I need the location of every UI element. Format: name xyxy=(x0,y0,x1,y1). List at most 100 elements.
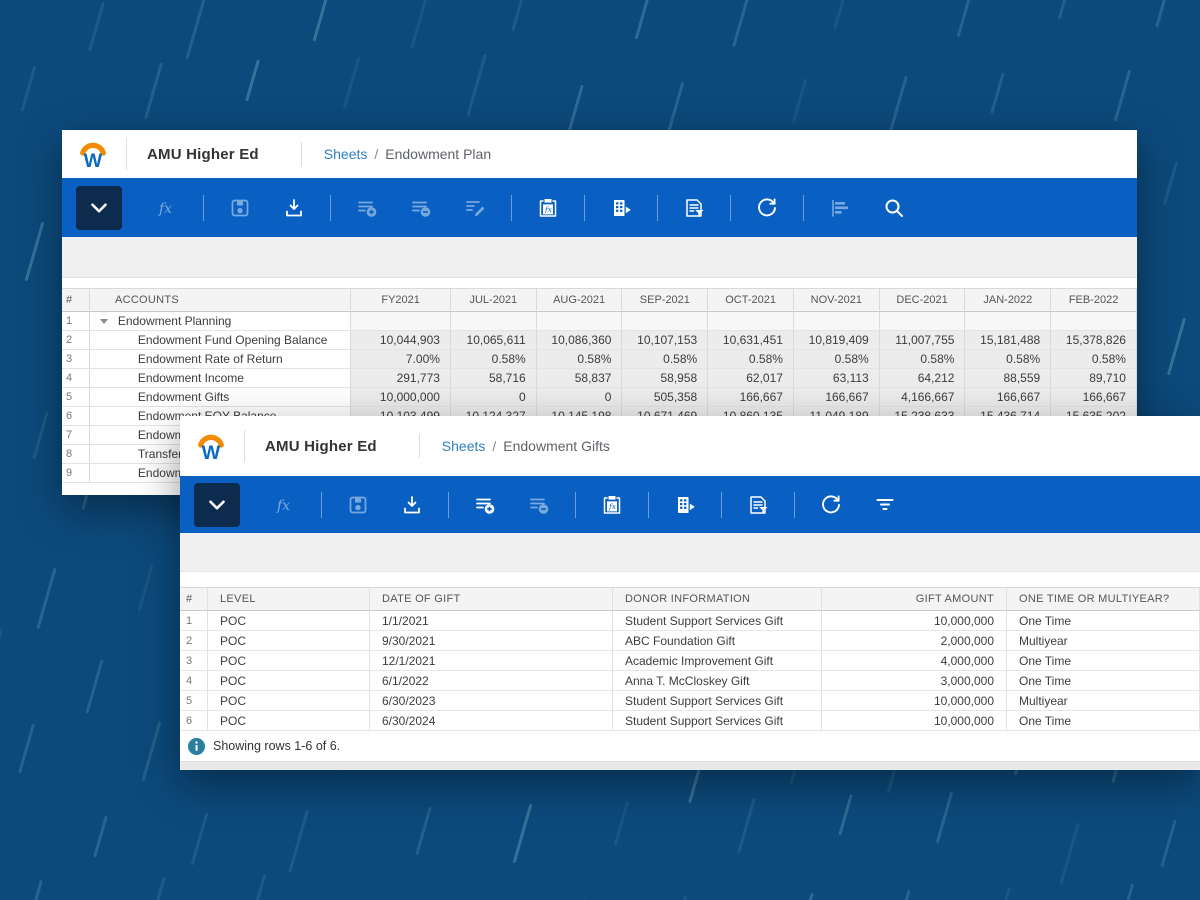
download-icon[interactable] xyxy=(400,493,424,517)
value-cell[interactable]: 6/30/2023 xyxy=(370,691,613,711)
value-cell[interactable]: 0.58% xyxy=(536,350,623,369)
value-cell[interactable]: 0.58% xyxy=(708,350,794,369)
value-cell[interactable] xyxy=(793,312,880,331)
value-cell[interactable]: 166,667 xyxy=(965,388,1052,407)
background-stroke xyxy=(1160,819,1177,868)
value-cell[interactable]: 10,086,360 xyxy=(536,331,623,350)
value-cell[interactable]: One Time xyxy=(1007,611,1200,631)
sheet-filter-icon[interactable] xyxy=(682,196,706,220)
value-cell[interactable]: 4,166,667 xyxy=(879,388,966,407)
add-row-icon[interactable] xyxy=(473,493,497,517)
clipboard-formula-icon[interactable]: fx xyxy=(600,493,624,517)
value-cell[interactable]: POC xyxy=(208,631,370,651)
value-cell[interactable] xyxy=(965,312,1052,331)
value-cell[interactable]: 6/1/2022 xyxy=(370,671,613,691)
value-cell[interactable]: 63,113 xyxy=(793,369,880,388)
value-cell[interactable]: 58,958 xyxy=(622,369,709,388)
value-cell[interactable] xyxy=(536,312,623,331)
value-cell[interactable]: 10,065,611 xyxy=(450,331,537,350)
value-cell[interactable]: 166,667 xyxy=(793,388,880,407)
refresh-icon[interactable] xyxy=(819,493,843,517)
value-cell[interactable]: 15,181,488 xyxy=(965,331,1052,350)
background-stroke xyxy=(838,794,853,836)
breadcrumb-sheets-link[interactable]: Sheets xyxy=(323,146,368,162)
value-cell[interactable]: POC xyxy=(208,711,370,731)
value-cell[interactable]: 166,667 xyxy=(708,388,794,407)
value-cell[interactable]: 10,107,153 xyxy=(622,331,709,350)
value-cell[interactable] xyxy=(879,312,966,331)
value-cell[interactable]: Student Support Services Gift xyxy=(613,691,822,711)
value-cell[interactable]: 1/1/2021 xyxy=(370,611,613,631)
download-icon[interactable] xyxy=(282,196,306,220)
value-cell[interactable]: 10,000,000 xyxy=(351,388,451,407)
collapse-triangle-icon[interactable] xyxy=(99,318,108,324)
value-cell[interactable]: 15,378,826 xyxy=(1051,331,1137,350)
value-cell[interactable]: Student Support Services Gift xyxy=(613,611,822,631)
value-cell[interactable] xyxy=(708,312,794,331)
search-icon[interactable] xyxy=(882,196,906,220)
chevron-down-icon[interactable] xyxy=(194,482,240,527)
value-cell[interactable]: 10,044,903 xyxy=(351,331,451,350)
breadcrumb-sheets-link[interactable]: Sheets xyxy=(441,438,486,454)
clipboard-formula-icon[interactable]: fx xyxy=(536,196,560,220)
background-stroke xyxy=(512,803,533,864)
value-cell[interactable]: 0.58% xyxy=(793,350,880,369)
value-cell[interactable]: Multiyear xyxy=(1007,691,1200,711)
value-cell[interactable]: 0.58% xyxy=(879,350,966,369)
audit-icon[interactable] xyxy=(673,493,697,517)
value-cell[interactable]: 58,837 xyxy=(536,369,623,388)
table-row: 6 POC 6/30/2024 Student Support Services Gi… xyxy=(180,711,1200,731)
value-cell[interactable]: 3,000,000 xyxy=(822,671,1007,691)
value-cell[interactable]: 0.58% xyxy=(965,350,1052,369)
value-cell[interactable]: 2,000,000 xyxy=(822,631,1007,651)
value-cell[interactable]: Anna T. McCloskey Gift xyxy=(613,671,822,691)
value-cell[interactable]: 4,000,000 xyxy=(822,651,1007,671)
value-cell[interactable] xyxy=(622,312,709,331)
value-cell[interactable]: 6/30/2024 xyxy=(370,711,613,731)
value-cell[interactable]: POC xyxy=(208,691,370,711)
value-cell[interactable]: POC xyxy=(208,671,370,691)
workday-logo-icon: W xyxy=(194,430,228,462)
value-cell[interactable]: 166,667 xyxy=(1051,388,1137,407)
value-cell[interactable]: 88,559 xyxy=(965,369,1052,388)
value-cell[interactable]: 89,710 xyxy=(1051,369,1137,388)
funnel-icon[interactable] xyxy=(873,493,897,517)
value-cell[interactable]: 7.00% xyxy=(351,350,451,369)
value-cell[interactable]: ABC Foundation Gift xyxy=(613,631,822,651)
value-cell[interactable]: 10,000,000 xyxy=(822,611,1007,631)
value-cell[interactable]: Multiyear xyxy=(1007,631,1200,651)
value-cell[interactable]: 10,000,000 xyxy=(822,691,1007,711)
value-cell[interactable]: 0.58% xyxy=(450,350,537,369)
sheet-filter-icon[interactable] xyxy=(746,493,770,517)
value-cell[interactable]: 10,631,451 xyxy=(708,331,794,350)
value-cell[interactable]: One Time xyxy=(1007,651,1200,671)
value-cell[interactable] xyxy=(450,312,537,331)
account-label: Endowment Gifts xyxy=(137,390,230,404)
value-cell[interactable]: 10,819,409 xyxy=(793,331,880,350)
value-cell[interactable]: Academic Improvement Gift xyxy=(613,651,822,671)
value-cell[interactable]: 0.58% xyxy=(1051,350,1137,369)
remove-row-icon xyxy=(527,493,551,517)
refresh-icon[interactable] xyxy=(755,196,779,220)
audit-icon[interactable] xyxy=(609,196,633,220)
value-cell[interactable]: POC xyxy=(208,651,370,671)
value-cell[interactable]: 64,212 xyxy=(879,369,966,388)
value-cell[interactable]: 12/1/2021 xyxy=(370,651,613,671)
value-cell[interactable]: 62,017 xyxy=(708,369,794,388)
value-cell[interactable] xyxy=(351,312,451,331)
value-cell[interactable]: 11,007,755 xyxy=(879,331,966,350)
value-cell[interactable]: 505,358 xyxy=(622,388,709,407)
value-cell[interactable]: 58,716 xyxy=(450,369,537,388)
value-cell[interactable]: 10,000,000 xyxy=(822,711,1007,731)
value-cell[interactable]: 291,773 xyxy=(351,369,451,388)
value-cell[interactable]: Student Support Services Gift xyxy=(613,711,822,731)
value-cell[interactable]: 0 xyxy=(450,388,537,407)
value-cell[interactable]: POC xyxy=(208,611,370,631)
value-cell[interactable]: One Time xyxy=(1007,671,1200,691)
chevron-down-icon[interactable] xyxy=(76,185,122,230)
value-cell[interactable]: 0.58% xyxy=(622,350,709,369)
value-cell[interactable]: 0 xyxy=(536,388,623,407)
value-cell[interactable] xyxy=(1051,312,1137,331)
value-cell[interactable]: 9/30/2021 xyxy=(370,631,613,651)
value-cell[interactable]: One Time xyxy=(1007,711,1200,731)
